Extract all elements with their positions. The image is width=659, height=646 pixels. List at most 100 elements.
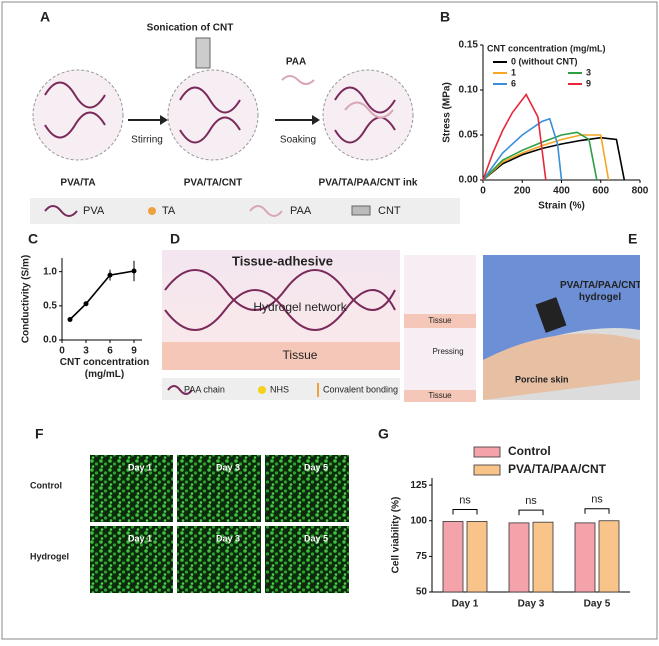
point: [83, 301, 89, 307]
x-tick-label: 0: [480, 186, 486, 197]
y-tick-label: 0.10: [459, 85, 479, 96]
point: [107, 272, 113, 278]
x-tick-label: 800: [632, 186, 649, 197]
y-tick-label: 100: [410, 515, 427, 526]
legend-label: Convalent bonding: [323, 384, 398, 394]
x-axis-label: Strain (%): [538, 201, 585, 212]
panel-label: D: [170, 231, 180, 247]
point: [131, 268, 137, 274]
legend-label: CNT: [378, 205, 401, 217]
panel-label: C: [28, 231, 38, 247]
panel-e-photo: [483, 255, 640, 400]
panel-label: B: [440, 9, 450, 25]
y-axis-label: Conductivity (S/m): [21, 255, 32, 343]
panel-title: Tissue-adhesive: [232, 253, 333, 268]
legend-label: Control: [508, 444, 551, 458]
point: [67, 317, 73, 322]
panel-label: G: [378, 426, 389, 442]
step-label: Sonication of CNT: [147, 23, 234, 34]
x-tick-label: 9: [131, 346, 137, 357]
line: [482, 131, 598, 181]
y-tick-label: 1.0: [43, 266, 57, 277]
legend-label: PVA/TA/PAA/CNT: [508, 462, 607, 476]
y-tick-label: 0.15: [459, 40, 479, 51]
hydrogel-label: PVA/TA/PAA/CNT hydrogel: [560, 280, 640, 303]
significance-bracket: [452, 508, 478, 515]
y-axis-label: Cell viability (%): [391, 497, 402, 574]
bar: [598, 520, 620, 593]
annotation: ns: [459, 494, 471, 506]
skin-label: Porcine skin: [515, 374, 569, 384]
x-axis-label: CNT concentration (mg/mL): [59, 357, 150, 380]
stage-label: PVA/TA: [60, 178, 95, 189]
step-label: Soaking: [280, 135, 316, 146]
line: [482, 117, 563, 181]
day-label: Day 5: [304, 462, 328, 472]
legend-label: 9: [586, 78, 591, 88]
annotation: ns: [525, 495, 537, 507]
significance-bracket: [584, 508, 610, 514]
side-label: Tissue: [428, 391, 452, 400]
panel-f-images: [90, 455, 349, 593]
y-tick-label: 0.0: [43, 335, 57, 346]
line: [482, 134, 610, 181]
x-tick-label: 0: [59, 346, 65, 357]
panel-label: A: [40, 9, 50, 25]
legend-title: CNT concentration (mg/mL): [487, 43, 606, 53]
legend-label: 6: [511, 78, 516, 88]
x-tick-label: Day 5: [584, 599, 611, 610]
network-label: Hydrogel network: [253, 300, 347, 314]
row-label: Hydrogel: [30, 551, 69, 561]
line: [482, 93, 547, 181]
day-label: Day 5: [304, 533, 328, 543]
line: [69, 270, 135, 321]
legend-label: TA: [162, 205, 176, 217]
x-tick-label: 3: [83, 346, 89, 357]
x-tick-label: 600: [592, 186, 609, 197]
legend-label: PVA: [83, 205, 105, 217]
day-label: Day 3: [216, 462, 240, 472]
y-axis-label: Stress (MPa): [442, 82, 453, 143]
panel-label: E: [628, 231, 637, 247]
legend-swatch: [473, 464, 501, 476]
panel-label: F: [35, 426, 44, 442]
step-label: Stirring: [131, 135, 163, 146]
y-tick-label: 0.00: [459, 175, 479, 186]
y-tick-label: 0.05: [459, 130, 479, 141]
panel-a-art: [30, 37, 460, 224]
reagent-label: PAA: [286, 57, 306, 68]
legend-label: NHS: [270, 384, 289, 394]
legend-label: PAA: [290, 205, 312, 217]
x-tick-label: 6: [107, 346, 113, 357]
legend-label: 0 (without CNT): [511, 56, 578, 66]
stage-label: PVA/TA/PAA/CNT ink: [319, 178, 418, 189]
x-axis-label-box: CNT concentration (mg/mL): [59, 357, 150, 380]
line: [482, 136, 626, 181]
x-tick-label: Day 1: [452, 599, 479, 610]
side-label: Tissue: [428, 316, 452, 325]
y-tick-label: 50: [416, 587, 428, 598]
bar: [466, 521, 488, 593]
legend-label: PAA chain: [184, 384, 225, 394]
row-label: Control: [30, 480, 62, 490]
annotation: ns: [591, 494, 603, 506]
side-label: Pressing: [432, 347, 463, 356]
legend-swatch: [473, 446, 501, 458]
tissue-label: Tissue: [283, 348, 318, 362]
day-label: Day 1: [128, 462, 152, 472]
y-tick-label: 75: [416, 551, 428, 562]
bar: [442, 521, 464, 593]
bar: [574, 522, 596, 593]
x-tick-label: 400: [553, 186, 570, 197]
x-tick-label: Day 3: [518, 599, 545, 610]
day-label: Day 1: [128, 533, 152, 543]
bar: [532, 521, 554, 593]
bar: [508, 522, 530, 593]
hydrogel-label-box: PVA/TA/PAA/CNT hydrogel: [560, 280, 640, 303]
x-tick-label: 200: [514, 186, 531, 197]
legend-label: 1: [511, 67, 516, 77]
y-tick-label: 125: [410, 480, 427, 491]
day-label: Day 3: [216, 533, 240, 543]
